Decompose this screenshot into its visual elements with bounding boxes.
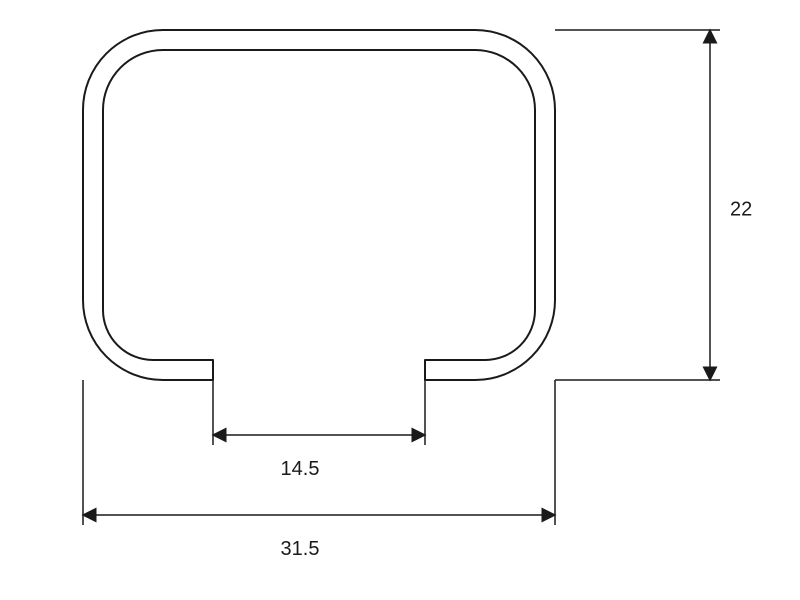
dim-gap-label: 14.5	[281, 458, 320, 480]
profile-cross-section	[83, 30, 555, 380]
dim-height-label: 22	[730, 198, 752, 220]
dim-width-label: 31.5	[281, 538, 320, 560]
extension-lines	[83, 30, 720, 525]
